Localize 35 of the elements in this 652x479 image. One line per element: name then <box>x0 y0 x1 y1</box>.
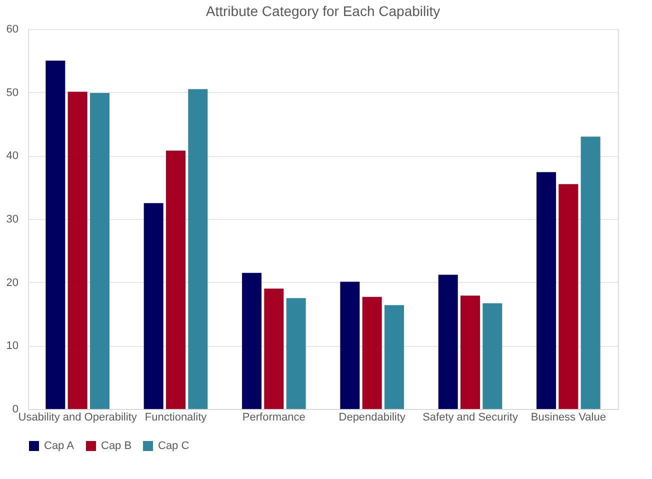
legend-label: Cap A <box>44 440 75 452</box>
bar <box>46 60 66 409</box>
bar <box>482 303 502 409</box>
bar <box>438 274 458 409</box>
y-tick-label: 0 <box>12 404 18 416</box>
bar <box>90 92 110 409</box>
bar <box>264 288 284 409</box>
bar <box>68 92 88 409</box>
bar <box>558 184 578 409</box>
x-tick-label: Usability and Operability <box>18 412 138 424</box>
bar <box>340 282 360 409</box>
x-tick-label: Performance <box>242 412 306 424</box>
bar <box>166 150 186 409</box>
bar <box>286 298 306 409</box>
y-tick-label: 60 <box>6 24 18 36</box>
bar <box>144 203 164 409</box>
bar <box>384 305 404 409</box>
y-tick-label: 20 <box>6 276 18 289</box>
bar <box>536 172 556 409</box>
legend-label: Cap C <box>158 440 190 452</box>
bar <box>460 296 480 409</box>
bar <box>580 136 600 409</box>
chart-title: Attribute Category for Each Capability <box>206 3 440 19</box>
y-tick-label: 30 <box>6 214 18 226</box>
x-tick-label: Safety and Security <box>422 412 518 424</box>
bar <box>242 272 262 409</box>
bar <box>188 89 208 409</box>
x-tick-label: Functionality <box>144 412 208 424</box>
y-tick-label: 40 <box>6 150 18 162</box>
legend-label: Cap B <box>101 440 132 452</box>
bar <box>362 296 382 409</box>
y-tick-label: 10 <box>6 340 18 352</box>
x-tick-label: Dependability <box>338 412 406 424</box>
x-tick-label: Business Value <box>530 412 606 424</box>
y-tick-label: 50 <box>6 86 18 99</box>
